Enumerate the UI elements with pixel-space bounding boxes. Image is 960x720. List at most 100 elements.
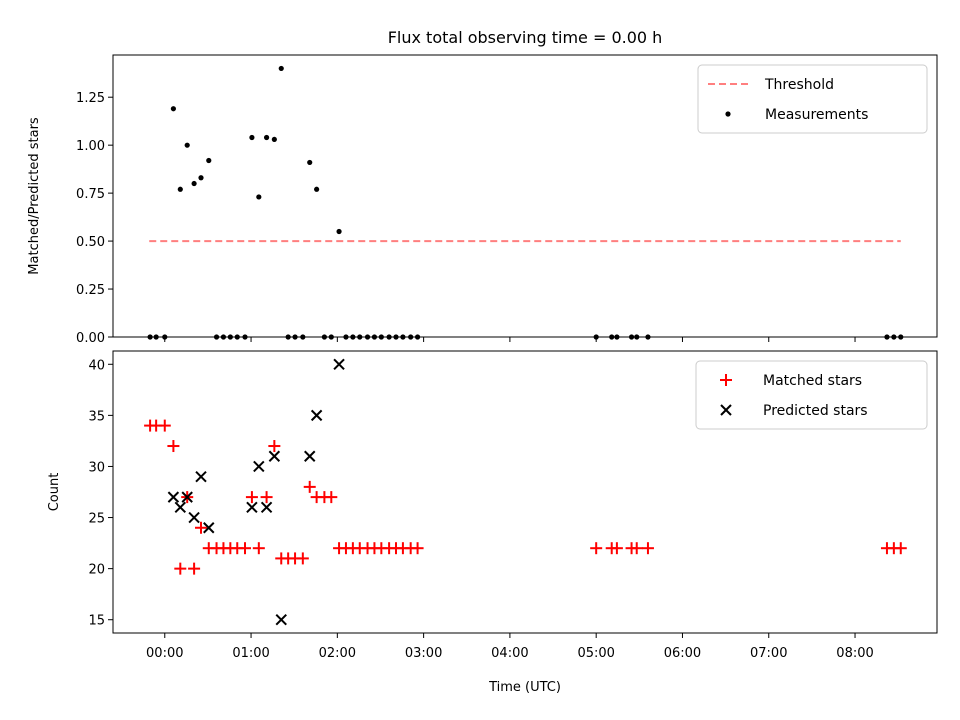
measurement-point	[234, 334, 240, 340]
measurement-point	[227, 334, 233, 340]
matched-point	[590, 542, 603, 555]
matched-point	[195, 521, 208, 534]
measurement-point	[343, 334, 349, 340]
x-tick-label: 07:00	[750, 646, 787, 661]
measurement-point	[285, 334, 291, 340]
matched-point	[325, 491, 338, 504]
predicted-point	[333, 358, 345, 370]
measurement-point	[321, 334, 327, 340]
measurement-point	[891, 334, 897, 340]
bottom-legend-box	[695, 360, 928, 430]
x-tick-label: 04:00	[491, 646, 528, 661]
x-tick-label: 06:00	[664, 646, 701, 661]
predicted-point	[310, 409, 323, 422]
matched-point	[641, 542, 654, 555]
measurement-point	[371, 334, 378, 340]
matched-point	[630, 542, 643, 555]
top-y-axis-label: Matched/Predicted stars	[27, 117, 42, 275]
measurement-point	[386, 334, 392, 340]
matched-point	[174, 562, 187, 575]
top-legend-box	[697, 64, 928, 134]
y-tick-label: 0.75	[76, 187, 105, 202]
top-x-ticks	[164, 337, 856, 342]
measurement-point	[357, 334, 363, 340]
top-chart-title: Flux total observing time = 0.00 h	[388, 28, 663, 47]
y-tick-label: 0.00	[76, 331, 105, 346]
predicted-point	[304, 450, 316, 462]
matched-point	[245, 491, 258, 504]
bottom-axes-frame	[112, 350, 938, 634]
matched-point	[239, 542, 252, 555]
y-tick-label: 1.00	[76, 139, 105, 154]
measurement-point	[593, 334, 599, 340]
top-legend: Threshold Measurements	[697, 64, 928, 134]
predicted-point	[167, 491, 180, 503]
y-tick-label: 0.50	[76, 235, 105, 250]
y-tick-label: 40	[88, 358, 105, 373]
y-tick-label: 20	[88, 563, 105, 578]
measurement-point	[300, 334, 306, 340]
matched-legend-label: Matched stars	[763, 373, 862, 389]
measurement-point	[249, 134, 255, 141]
predicted-point	[188, 511, 200, 524]
matched-point	[894, 542, 907, 555]
matched-point	[158, 419, 171, 432]
measurement-point	[628, 334, 635, 340]
measurement-point	[162, 334, 168, 340]
measurement-point	[645, 334, 651, 340]
measurements-legend-label: Measurements	[765, 107, 868, 123]
measurement-point	[328, 334, 334, 340]
predicted-point	[203, 522, 215, 534]
measurement-point	[634, 334, 640, 340]
predicted-point	[268, 450, 281, 462]
top-y-ticks: 0.00 0.25 0.50 0.75 1.00 1.25	[76, 91, 113, 346]
matched-point	[610, 542, 623, 555]
y-tick-label: 35	[88, 409, 105, 424]
threshold-legend-label: Threshold	[764, 77, 834, 93]
predicted-point	[181, 491, 193, 503]
top-axes: Flux total observing time = 0.00 h Match…	[27, 28, 938, 346]
bottom-y-ticks: 15 20 25 30 35 40	[88, 358, 113, 629]
y-tick-label: 15	[88, 614, 105, 629]
top-axes-frame	[112, 54, 938, 338]
matched-point	[296, 552, 309, 565]
measurement-point	[336, 228, 342, 235]
matched-point	[268, 440, 281, 453]
measurement-point	[307, 159, 313, 166]
predicted-point	[253, 460, 265, 473]
measurement-point	[153, 334, 159, 340]
bottom-x-axis-label: Time (UTC)	[488, 680, 561, 695]
measurement-point	[400, 334, 406, 340]
matched-point	[411, 542, 424, 555]
matched-point	[252, 542, 265, 555]
y-tick-label: 25	[88, 512, 105, 527]
measurement-point	[170, 106, 176, 112]
measurement-point	[378, 334, 384, 340]
measurement-point	[393, 334, 399, 340]
top-plot-area	[147, 65, 904, 340]
matched-point	[167, 440, 180, 453]
y-tick-label: 30	[88, 460, 105, 475]
bottom-y-axis-label: Count	[47, 473, 62, 512]
measurement-point	[184, 142, 190, 148]
matched-legend-swatch	[720, 374, 732, 386]
measurement-point	[292, 334, 298, 340]
measurement-point	[177, 186, 183, 192]
matched-point	[303, 480, 316, 493]
measurement-point	[271, 136, 277, 143]
x-tick-label: 01:00	[232, 646, 269, 661]
measurement-point	[350, 334, 356, 340]
y-tick-label: 0.25	[76, 283, 105, 298]
bottom-plot-area	[144, 358, 907, 626]
x-tick-label: 05:00	[577, 646, 614, 661]
measurement-point	[263, 134, 270, 141]
predicted-point	[260, 501, 273, 514]
y-tick-label: 1.25	[76, 91, 105, 106]
bottom-x-ticks: 00:00 01:00 02:00 03:00 04:00 05:00 06:00 07:00…	[146, 633, 874, 661]
predicted-point	[174, 501, 187, 514]
measurement-point	[198, 175, 204, 181]
measurement-point	[364, 334, 371, 340]
measurement-point	[256, 194, 262, 200]
measurement-point	[414, 334, 421, 340]
measurement-point	[213, 334, 220, 340]
